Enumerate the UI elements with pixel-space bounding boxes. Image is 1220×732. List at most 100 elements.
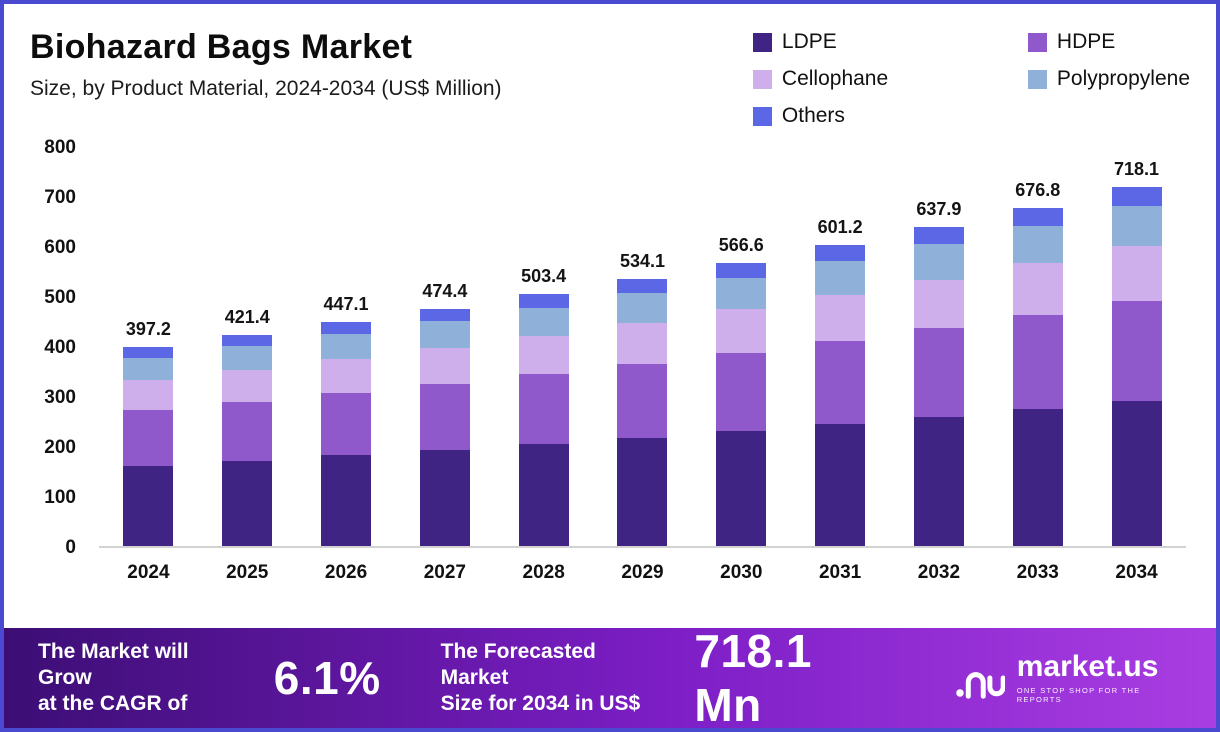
y-axis-tick-label: 200 xyxy=(44,437,76,458)
bar-total-label: 503.4 xyxy=(521,266,567,287)
page-title: Biohazard Bags Market xyxy=(30,28,413,66)
brand-tagline: ONE STOP SHOP FOR THE REPORTS xyxy=(1016,686,1141,704)
bar-segment-cellophane xyxy=(419,347,470,385)
x-axis-label-2025: 2025 xyxy=(226,562,269,583)
bar-total-label: 397.2 xyxy=(125,319,171,340)
bar-total-label: 421.4 xyxy=(224,307,270,328)
bar-segment-ldpe xyxy=(123,465,174,546)
bar-segment-hdpe xyxy=(321,393,372,456)
forecast-value: 718.1 Mn xyxy=(694,625,812,731)
bar-total-label: 534.1 xyxy=(619,250,665,271)
bar-column-2024: 397.2 xyxy=(99,148,198,546)
y-axis-tick-label: 800 xyxy=(44,137,76,158)
legend-swatch-cellophane xyxy=(752,69,772,89)
legend-label: Polypropylene xyxy=(1056,67,1190,90)
chart-header: Biohazard Bags Market Size, by Product M… xyxy=(4,4,1216,134)
bar-segment-polypropylene xyxy=(1111,206,1162,247)
bar-total-label: 676.8 xyxy=(1015,179,1061,200)
bar-segment-others xyxy=(419,308,470,322)
cagr-value: 6.1% xyxy=(273,652,381,704)
legend-item-ldpe: LDPE xyxy=(752,30,988,54)
bar-segment-cellophane xyxy=(1012,263,1063,315)
bar-segment-hdpe xyxy=(913,328,964,417)
brand-name: market.us xyxy=(1016,650,1159,683)
x-axis-label-2032: 2032 xyxy=(917,562,961,583)
title-block: Biohazard Bags Market Size, by Product M… xyxy=(30,28,502,134)
page-subtitle: Size, by Product Material, 2024-2034 (US… xyxy=(30,77,502,100)
y-axis-tick-label: 0 xyxy=(65,537,76,558)
bar-column-2033: 676.8 xyxy=(988,148,1087,546)
bar-segment-ldpe xyxy=(222,460,273,546)
x-axis-label-2029: 2029 xyxy=(621,562,664,583)
y-axis-tick-label: 100 xyxy=(44,487,76,508)
bar-segment-polypropylene xyxy=(419,321,470,348)
bar-stack xyxy=(1111,186,1162,546)
bar-segment-ldpe xyxy=(617,437,668,546)
bar-segment-hdpe xyxy=(1012,314,1063,409)
bar-segment-polypropylene xyxy=(518,307,569,336)
bar-segment-hdpe xyxy=(716,352,767,432)
y-axis-tick-label: 700 xyxy=(44,187,76,208)
brand-text-block: market.us ONE STOP SHOP FOR THE REPORTS xyxy=(1016,650,1182,705)
bar-segment-hdpe xyxy=(518,374,569,445)
y-axis-tick-label: 500 xyxy=(44,287,76,308)
legend-swatch-ldpe xyxy=(752,32,772,52)
legend-label: Others xyxy=(781,104,845,127)
y-axis: 0 100 200 300 400 500 600 700 800 xyxy=(4,137,86,558)
bar-segment-polypropylene xyxy=(815,261,866,296)
bar-segment-cellophane xyxy=(222,370,273,403)
bar-total-label: 566.6 xyxy=(718,234,764,255)
bar-segment-ldpe xyxy=(716,431,767,546)
bar-column-2032: 637.9 xyxy=(890,148,989,546)
bar-segment-polypropylene xyxy=(123,357,174,381)
bar-column-2034: 718.1 xyxy=(1087,148,1186,546)
bar-segment-cellophane xyxy=(716,309,767,353)
bar-stack xyxy=(913,227,964,546)
bar-segment-others xyxy=(617,278,668,294)
legend-label: Cellophane xyxy=(781,67,889,90)
legend-item-others: Others xyxy=(752,104,988,128)
bar-column-2027: 474.4 xyxy=(395,148,494,546)
chart-legend: LDPE HDPE Cellophane Polypropylene Others xyxy=(752,28,1190,134)
bar-column-2031: 601.2 xyxy=(791,148,890,546)
bar-segment-cellophane xyxy=(1111,246,1162,301)
legend-swatch-others xyxy=(752,106,772,126)
plot-area: 397.2 421.4 447.1 474.4 503.4 534.1 566.6 601.2… xyxy=(99,148,1186,548)
bar-segment-ldpe xyxy=(815,424,866,546)
cagr-label: The Market will Grow at the CAGR of xyxy=(38,639,240,717)
legend-label: HDPE xyxy=(1056,30,1116,53)
bar-segment-polypropylene xyxy=(913,244,964,280)
bar-stack xyxy=(321,322,372,546)
bar-stack xyxy=(518,294,569,546)
bar-segment-cellophane xyxy=(321,359,372,394)
bar-total-label: 447.1 xyxy=(323,294,369,315)
bar-column-2026: 447.1 xyxy=(297,148,396,546)
x-axis-label-2031: 2031 xyxy=(818,562,862,583)
forecast-label-line1: The Forecasted Market xyxy=(440,640,596,689)
y-axis-tick-label: 600 xyxy=(44,237,76,258)
legend-swatch-hdpe xyxy=(1027,32,1047,52)
bar-segment-ldpe xyxy=(913,416,964,546)
legend-item-hdpe: HDPE xyxy=(1027,30,1190,54)
bar-segment-ldpe xyxy=(518,444,569,546)
bar-total-label: 637.9 xyxy=(916,199,962,220)
bar-segment-ldpe xyxy=(321,455,372,546)
bar-total-label: 474.4 xyxy=(422,280,468,301)
bar-stack xyxy=(1012,207,1063,546)
bar-segment-others xyxy=(123,347,174,358)
bar-stack xyxy=(815,245,866,546)
bar-segment-hdpe xyxy=(419,384,470,450)
forecast-label: The Forecasted Market Size for 2034 in U… xyxy=(441,639,661,717)
x-axis-label-2030: 2030 xyxy=(720,562,763,583)
bar-stack xyxy=(716,262,767,546)
bar-segment-ldpe xyxy=(1111,400,1162,546)
bar-segment-polypropylene xyxy=(222,346,273,371)
bar-segment-polypropylene xyxy=(1012,225,1063,264)
brand-block: market.us ONE STOP SHOP FOR THE REPORTS xyxy=(955,652,1182,704)
bar-segment-cellophane xyxy=(518,335,569,375)
market-us-logo-icon xyxy=(956,672,1005,699)
bar-segment-hdpe xyxy=(815,340,866,425)
bar-stack xyxy=(222,335,273,546)
bar-total-label: 601.2 xyxy=(817,217,863,238)
